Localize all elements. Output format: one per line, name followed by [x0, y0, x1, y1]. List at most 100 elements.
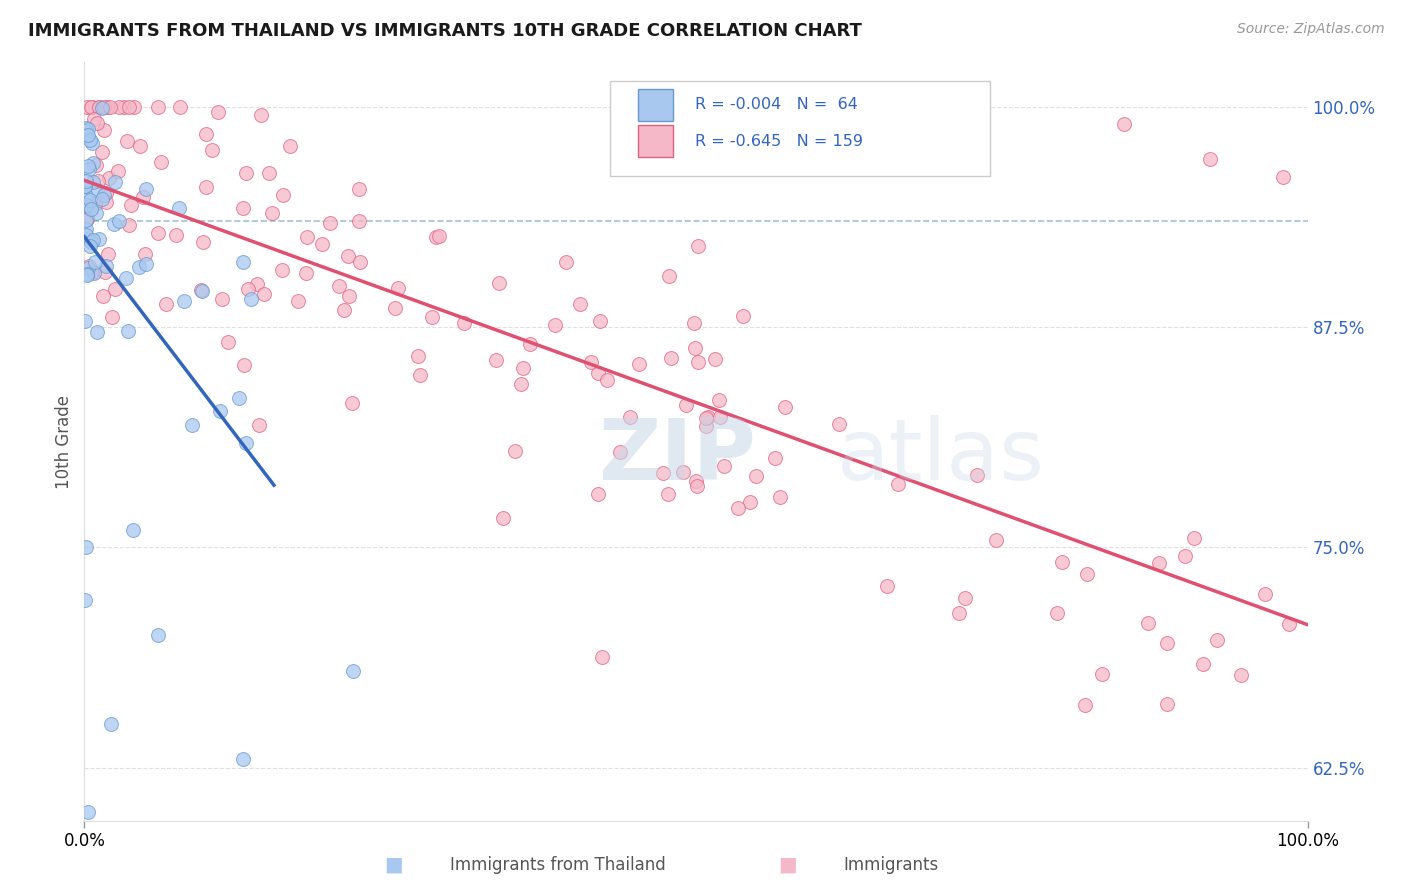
Point — [1076, 566, 1098, 581]
Point — [349, 255, 371, 269]
Text: Source: ZipAtlas.com: Source: ZipAtlas.com — [1237, 22, 1385, 37]
Point — [1156, 697, 1178, 711]
Point — [695, 410, 717, 425]
Text: ▪: ▪ — [384, 851, 404, 880]
Text: R = -0.645   N = 159: R = -0.645 N = 159 — [695, 134, 863, 149]
Point — [132, 190, 155, 204]
Text: atlas: atlas — [837, 415, 1045, 499]
Point — [86, 325, 108, 339]
Point — [73, 124, 96, 138]
Point — [342, 664, 364, 678]
Point — [349, 182, 371, 196]
Point — [271, 187, 294, 202]
Point — [100, 716, 122, 731]
Point — [97, 247, 120, 261]
Point — [87, 99, 110, 113]
Point — [966, 468, 988, 483]
Point — [77, 805, 100, 819]
Text: ZIP: ZIP — [598, 415, 756, 499]
Point — [948, 607, 970, 621]
Point — [1114, 117, 1136, 131]
Point — [75, 189, 97, 203]
Point — [180, 418, 202, 433]
Point — [135, 181, 157, 195]
Point — [73, 593, 96, 607]
Point — [568, 297, 591, 311]
Point — [589, 313, 612, 327]
Point — [773, 400, 796, 414]
Point — [80, 99, 103, 113]
Point — [90, 192, 112, 206]
Point — [82, 99, 104, 113]
Point — [1191, 657, 1213, 672]
Point — [876, 578, 898, 592]
Point — [96, 99, 118, 113]
Point — [1272, 169, 1295, 184]
Point — [510, 376, 533, 391]
Point — [697, 410, 720, 425]
Point — [120, 198, 142, 212]
Point — [76, 260, 98, 275]
Point — [173, 293, 195, 308]
Point — [87, 99, 110, 113]
Point — [1206, 633, 1229, 648]
Point — [128, 260, 150, 274]
Point — [155, 297, 177, 311]
Point — [1147, 556, 1170, 570]
Point — [76, 128, 98, 142]
Point — [77, 161, 100, 176]
Point — [595, 373, 617, 387]
Point — [75, 120, 97, 135]
Point — [409, 368, 432, 383]
Point — [232, 358, 254, 372]
Point — [1050, 555, 1073, 569]
Point — [86, 183, 108, 197]
Point — [235, 166, 257, 180]
Point — [208, 403, 231, 417]
Point — [1090, 666, 1112, 681]
Point — [149, 155, 172, 169]
Point — [91, 288, 114, 302]
Point — [98, 99, 121, 113]
Text: IMMIGRANTS FROM THAILAND VS IMMIGRANTS 10TH GRADE CORRELATION CHART: IMMIGRANTS FROM THAILAND VS IMMIGRANTS 1… — [28, 22, 862, 40]
Point — [828, 417, 851, 432]
Point — [93, 123, 115, 137]
Point — [79, 239, 101, 253]
Point — [73, 313, 96, 327]
Point — [86, 116, 108, 130]
Point — [246, 277, 269, 292]
Point — [1182, 532, 1205, 546]
Point — [146, 628, 169, 642]
Point — [745, 469, 768, 483]
Point — [332, 303, 354, 318]
Point — [657, 487, 679, 501]
Point — [683, 341, 706, 355]
Point — [97, 170, 120, 185]
Point — [86, 205, 108, 219]
Point — [73, 179, 96, 194]
Point — [201, 143, 224, 157]
Point — [217, 335, 239, 350]
Point — [337, 289, 360, 303]
Point — [190, 283, 212, 297]
Point — [195, 180, 218, 194]
Point — [337, 249, 360, 263]
Point — [260, 206, 283, 220]
Point — [76, 128, 98, 142]
Text: R = -0.004   N =  64: R = -0.004 N = 64 — [695, 97, 858, 112]
Point — [295, 229, 318, 244]
Point — [76, 159, 98, 173]
Point — [129, 139, 152, 153]
Point — [75, 198, 97, 212]
Point — [1136, 615, 1159, 630]
Point — [76, 232, 98, 246]
Point — [83, 197, 105, 211]
Point — [75, 174, 97, 188]
Point — [87, 174, 110, 188]
Point — [704, 352, 727, 367]
Point — [1156, 636, 1178, 650]
Point — [1174, 549, 1197, 563]
Point — [75, 541, 97, 555]
Point — [146, 99, 169, 113]
Point — [104, 175, 127, 189]
